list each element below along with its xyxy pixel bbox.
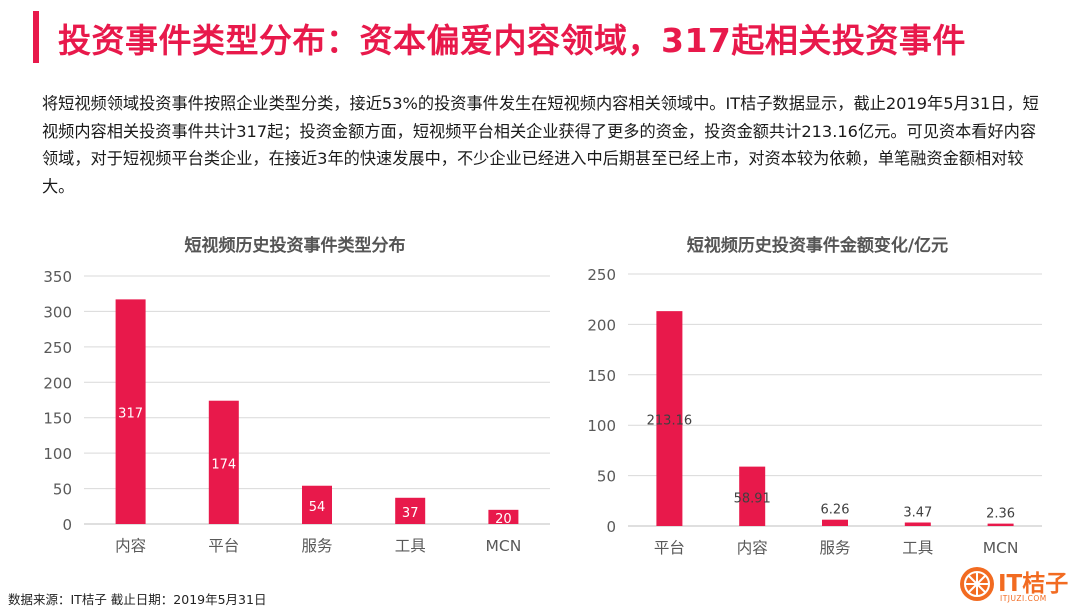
chart-title: 短视频历史投资事件类型分布	[184, 236, 406, 256]
source-note: 数据来源：IT桔子 截止日期：2019年5月31日	[8, 592, 267, 607]
chart-svg: 0 50 100 150 200 250 300 350 317 内容 174 平台 54 服务 37 工具 2…	[43, 268, 550, 555]
data-label: 317	[118, 407, 143, 422]
logo-subtext: ITJUZI.COM	[1000, 594, 1047, 603]
itjuzi-logo: IT桔子 ITJUZI.COM	[960, 564, 1080, 608]
x-tick-label: MCN	[983, 539, 1019, 557]
y-tick-label: 100	[43, 445, 72, 463]
data-label: 174	[211, 457, 236, 472]
chart-investment-amount: 短视频历史投资事件金额变化/亿元 0 50 100 150 200 250 213.16 平台…	[570, 225, 1065, 570]
y-tick-label: 200	[587, 316, 616, 334]
bar	[656, 311, 683, 526]
y-tick-label: 300	[43, 303, 72, 321]
y-tick-label: 250	[587, 266, 616, 284]
y-tick-label: 50	[597, 468, 616, 486]
chart-svg: 0 50 100 150 200 250 213.16 平台 58.91 内容 6.26 服务 3.47…	[587, 266, 1042, 557]
x-tick-label: 服务	[301, 537, 332, 555]
bar	[395, 497, 426, 524]
y-tick-label: 150	[43, 410, 72, 428]
x-tick-label: 服务	[819, 539, 850, 557]
bar	[739, 466, 766, 526]
bar	[488, 509, 519, 524]
data-label: 54	[309, 500, 326, 515]
y-tick-label: 350	[43, 268, 72, 286]
y-tick-label: 0	[606, 518, 616, 536]
data-label: 2.36	[986, 507, 1015, 522]
summary-paragraph: 将短视频领域投资事件按照企业类型分类，接近53%的投资事件发生在短视频内容相关领…	[42, 94, 1039, 196]
x-tick-label: 内容	[737, 539, 768, 557]
data-label: 6.26	[821, 503, 850, 518]
x-tick-label: 内容	[115, 537, 146, 555]
bar	[822, 519, 848, 526]
data-label: 3.47	[903, 506, 932, 521]
bar	[904, 522, 931, 526]
chart-event-type-distribution: 短视频历史投资事件类型分布 0 50 100 150 200 250 300 350 317 内容…	[30, 225, 560, 570]
bar	[302, 485, 332, 524]
logo-text: IT桔子	[998, 571, 1069, 597]
title-bar: 投资事件类型分布：资本偏爱内容领域，317起相关投资事件	[0, 8, 1080, 66]
bar	[208, 400, 239, 524]
orange-slice-icon	[960, 567, 994, 601]
bar	[987, 523, 1014, 526]
y-tick-label: 50	[53, 481, 72, 499]
title-accent-bar	[33, 11, 39, 63]
y-tick-label: 150	[587, 367, 616, 385]
data-label: 213.16	[647, 414, 693, 429]
x-tick-label: 平台	[208, 537, 239, 555]
y-tick-label: 200	[43, 374, 72, 392]
x-tick-label: 平台	[654, 539, 685, 557]
data-label: 37	[402, 506, 419, 521]
x-tick-label: 工具	[902, 539, 933, 557]
y-tick-label: 0	[62, 516, 72, 534]
bar	[115, 299, 146, 524]
data-label: 20	[495, 512, 512, 527]
x-tick-label: 工具	[395, 537, 426, 555]
y-tick-label: 250	[43, 339, 72, 357]
y-tick-label: 100	[587, 417, 616, 435]
x-tick-label: MCN	[486, 537, 522, 555]
data-label: 58.91	[734, 491, 771, 506]
page-title: 投资事件类型分布：资本偏爱内容领域，317起相关投资事件	[58, 21, 966, 60]
chart-title: 短视频历史投资事件金额变化/亿元	[686, 236, 949, 256]
